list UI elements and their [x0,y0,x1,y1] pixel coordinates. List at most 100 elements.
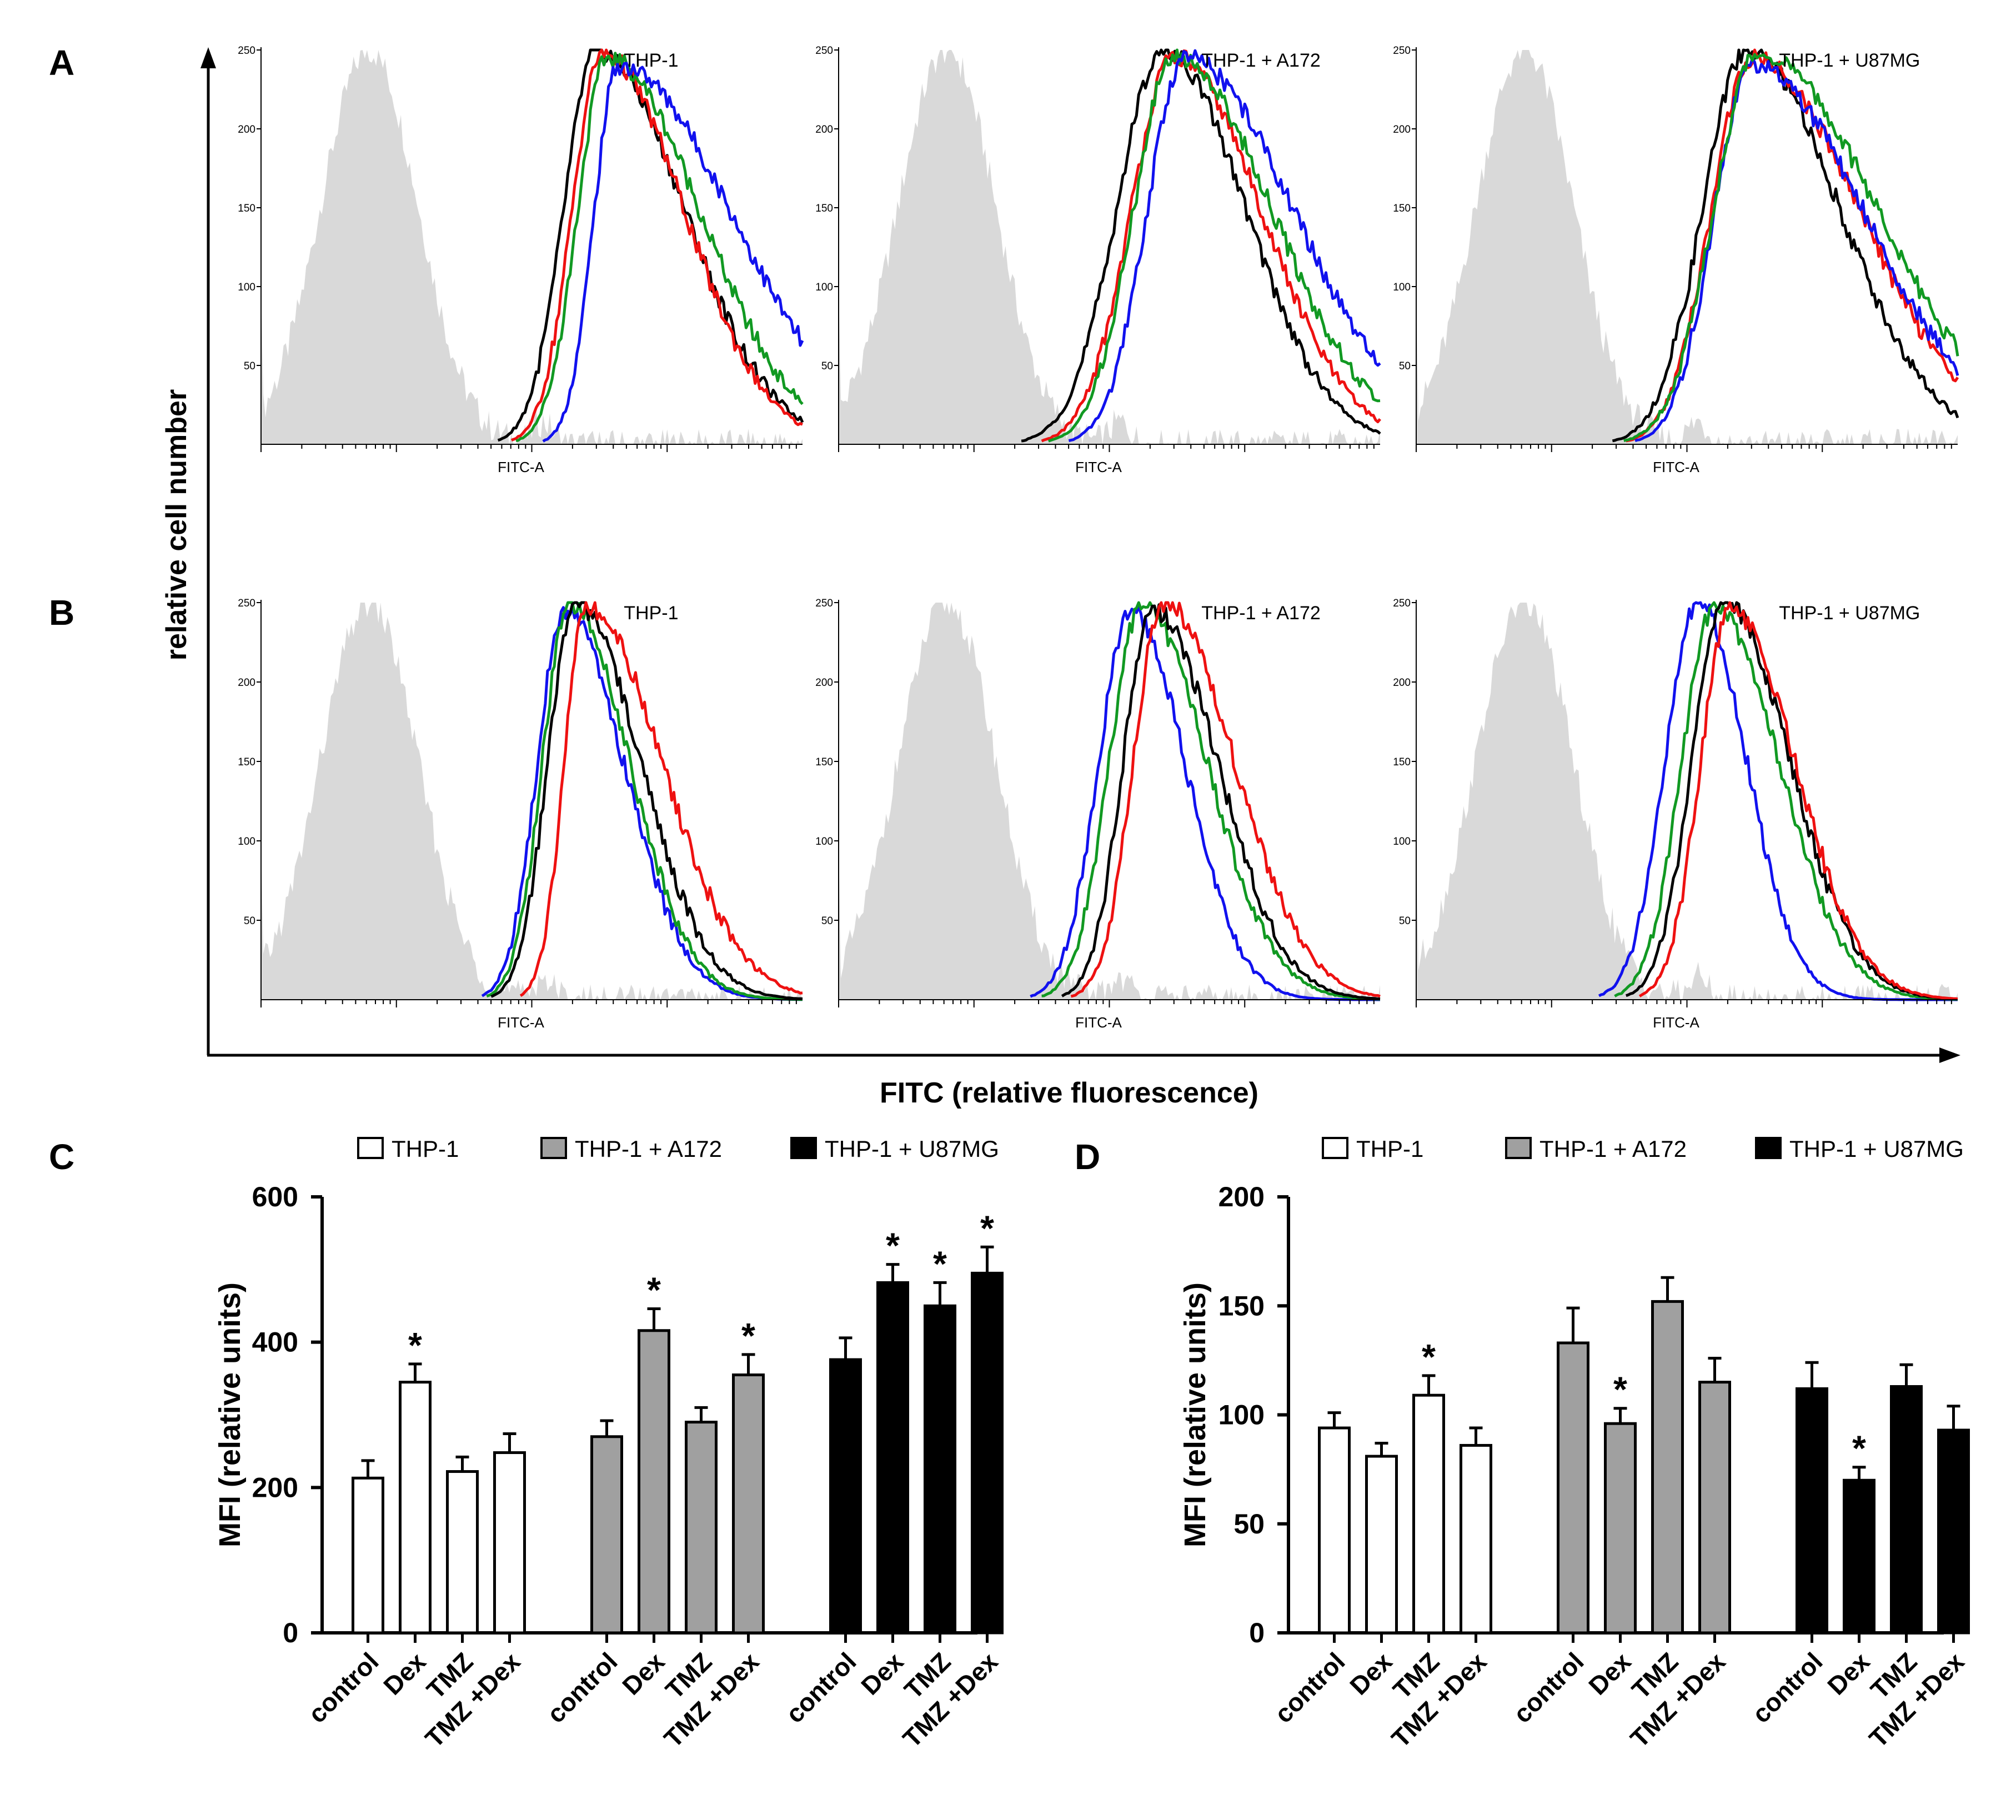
bar [1460,1443,1492,1635]
y-tick-label: 400 [252,1327,298,1358]
fluorescence-curve [1068,49,1381,442]
x-axis-label: FITC-A [1075,459,1122,475]
bar [590,1435,623,1635]
y-tick-label: 150 [238,203,255,214]
y-tick-label: 600 [252,1181,298,1212]
legend-swatch [1505,1137,1532,1159]
bar [446,1470,479,1635]
plot-title: THP-1 + U87MG [1779,50,1920,71]
fluorescence-curve [1625,601,1958,1001]
y-tick-label: 0 [1249,1617,1265,1648]
legend-label: THP-1 + U87MG [825,1136,999,1162]
y-tick-label: 50 [1399,360,1411,372]
isotype-histogram [839,603,1380,1000]
x-axis-label: FITC-A [498,459,544,475]
fluorescence-curve [510,48,804,442]
bar [876,1281,909,1635]
y-tick-label: 50 [821,915,833,927]
isotype-histogram [261,50,803,444]
y-tick-label: 100 [815,282,833,293]
legend-label: THP-1 [1356,1136,1423,1162]
bar [971,1271,1004,1635]
bar [1843,1478,1875,1635]
bar [1557,1341,1589,1635]
y-tick-label: 50 [1399,915,1411,927]
y-tick-label: 50 [821,360,833,372]
y-tick-label: 250 [815,598,833,609]
bar [1365,1455,1398,1635]
bar [924,1304,956,1635]
y-tick-label: 200 [1393,677,1411,689]
bar [1698,1381,1731,1635]
y-tick-label: 150 [1393,756,1411,768]
histogram-plot: 50 100 150 200 250 FITC-A THP-1 + A172 [815,598,1381,1031]
plot-title: THP-1 [624,603,678,624]
x-axis-label: FITC-A [498,1014,544,1031]
x-axis-label: FITC-A [1653,459,1699,475]
fluorescence-curve [1614,601,1958,1001]
x-axis-label: FITC-A [1653,1014,1699,1031]
plot-title: THP-1 + A172 [1201,50,1321,71]
y-tick-label: 100 [1393,836,1411,848]
significance-star: * [1852,1428,1866,1468]
y-tick-label: 100 [238,836,255,848]
y-tick-label: 250 [815,45,833,57]
isotype-histogram [261,603,803,1000]
y-tick-label: 250 [1393,45,1411,57]
panel-letter: C [49,1137,74,1177]
significance-star: * [1422,1337,1436,1377]
legend-swatch [790,1137,817,1159]
legend-label: THP-1 [392,1136,459,1162]
bar [1937,1428,1970,1635]
bar [399,1381,432,1635]
y-tick-label: 200 [238,677,255,689]
significance-star: * [1613,1370,1627,1410]
bar [1890,1385,1923,1635]
panel-letter: B [49,593,74,633]
y-tick-label: 200 [1218,1181,1265,1212]
y-tick-label: 150 [815,756,833,768]
panel-letter: A [49,43,74,83]
y-tick-label: 0 [283,1617,298,1648]
fluorescence-curve [515,52,804,443]
fluorescence-curve [1070,601,1381,998]
y-tick-label: 150 [1218,1290,1265,1321]
significance-star: * [980,1208,994,1248]
y-tick-label: 250 [238,45,255,57]
plot-title: THP-1 + A172 [1201,603,1321,624]
y-tick-label: 200 [238,124,255,136]
histogram-plot: 50 100 150 200 250 FITC-A THP-1 [238,598,803,1031]
fluorescence-curve [1612,48,1959,443]
fluorescence-curve [486,601,803,1001]
bar-chart-panel: C THP-1 THP-1 + A172 THP-1 + U87MG 0 200 400 60… [49,1136,1004,1753]
legend-label: THP-1 + A172 [575,1136,722,1162]
y-tick-label: 200 [815,677,833,689]
fluorescence-curve [1030,605,1380,1001]
plot-title: THP-1 [624,50,678,71]
y-tick-label: 50 [244,915,255,927]
y-tick-label: 150 [238,756,255,768]
bar [829,1358,862,1635]
isotype-histogram [1416,50,1958,444]
y-axis-label: MFI (relative units) [1178,1282,1212,1547]
y-axis-arrow [200,47,216,68]
fluorescence-curve [1021,48,1381,443]
y-tick-label: 100 [1393,282,1411,293]
panel-letter: D [1075,1137,1100,1177]
y-tick-label: 200 [1393,124,1411,136]
y-tick-label: 50 [244,360,255,372]
fluorescence-curve [1638,601,1958,1000]
y-tick-label: 150 [815,203,833,214]
plot-title: THP-1 + U87MG [1779,603,1920,624]
y-tick-label: 250 [238,598,255,609]
significance-star: * [741,1316,755,1356]
fluorescence-curve [519,601,803,997]
x-axis-label: FITC-A [1075,1014,1122,1031]
significance-star: * [886,1226,900,1266]
legend-label: THP-1 + A172 [1539,1136,1687,1162]
bar [1412,1393,1445,1635]
y-tick-label: 200 [252,1472,298,1503]
fluorescence-curve [1061,603,1381,1000]
y-tick-label: 100 [1218,1400,1265,1431]
